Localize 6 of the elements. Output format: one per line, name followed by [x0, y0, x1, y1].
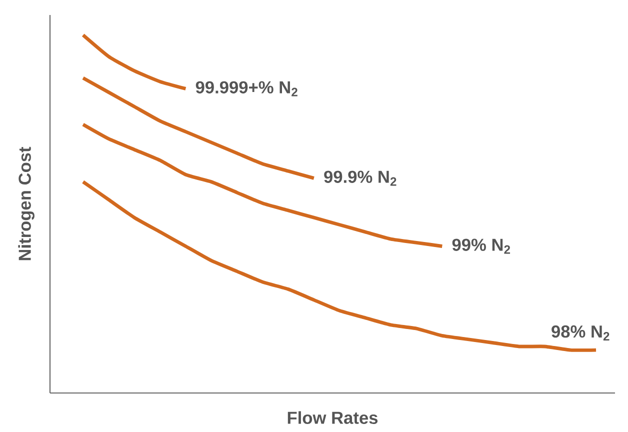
- y-axis-title: Nitrogen Cost: [18, 146, 34, 260]
- series-label: 98% N$_{2}$: [552, 325, 610, 340]
- series-label: 99.999+% N$_{2}$: [196, 81, 298, 96]
- series-label: 99% N$_{2}$: [452, 238, 510, 254]
- x-axis-title: Flow Rates: [288, 411, 378, 424]
- series-label: 99.9% N$_{2}$: [324, 170, 396, 186]
